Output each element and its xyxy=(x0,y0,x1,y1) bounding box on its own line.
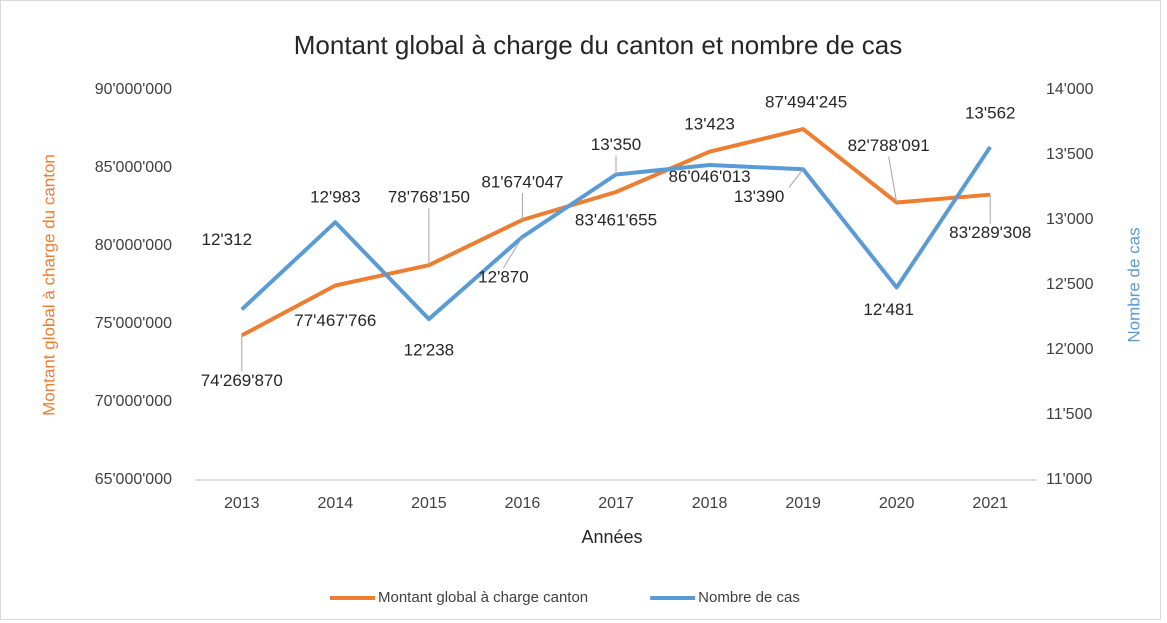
y2-axis-label: Nombre de cas xyxy=(1124,227,1143,342)
leader-line xyxy=(888,156,898,203)
data-label: 81'674'047 xyxy=(481,172,563,191)
data-label: 12'238 xyxy=(404,341,455,360)
data-label: 12'312 xyxy=(202,230,253,249)
x-axis-label: Années xyxy=(581,527,642,547)
data-label: 86'046'013 xyxy=(668,167,750,186)
data-label: 78'768'150 xyxy=(388,188,470,207)
y-tick-label: 65'000'000 xyxy=(95,471,172,488)
x-tick-label: 2015 xyxy=(411,495,447,512)
y2-tick-label: 12'000 xyxy=(1046,341,1094,358)
y-tick-label: 85'000'000 xyxy=(95,159,172,176)
data-label: 13'390 xyxy=(734,187,785,206)
y2-tick-label: 11'000 xyxy=(1046,471,1092,488)
leader-line xyxy=(788,168,804,188)
leader-line xyxy=(503,236,523,269)
data-label: 77'467'766 xyxy=(294,311,376,330)
data-label: 82'788'091 xyxy=(848,136,930,155)
y-tick-label: 70'000'000 xyxy=(95,393,172,410)
x-tick-label: 2021 xyxy=(972,495,1008,512)
y2-tick-label: 13'500 xyxy=(1046,146,1094,163)
series-line xyxy=(240,127,991,338)
data-label: 87'494'245 xyxy=(765,93,847,112)
data-label: 12'870 xyxy=(478,267,529,286)
data-label: 12'983 xyxy=(310,188,361,207)
chart-title: Montant global à charge du canton et nom… xyxy=(294,30,903,60)
y2-tick-label: 13'000 xyxy=(1046,211,1094,228)
y-axis-label: Montant global à charge du canton xyxy=(39,154,58,416)
y-tick-label: 80'000'000 xyxy=(95,237,172,254)
x-tick-label: 2020 xyxy=(879,495,915,512)
x-tick-label: 2014 xyxy=(318,495,354,512)
y-tick-label: 75'000'000 xyxy=(95,315,172,332)
data-label: 83'289'308 xyxy=(949,223,1031,242)
data-label: 13'562 xyxy=(965,103,1016,122)
x-tick-label: 2018 xyxy=(692,495,728,512)
y2-tick-label: 14'000 xyxy=(1046,81,1094,98)
data-label: 83'461'655 xyxy=(575,210,657,229)
data-label: 13'350 xyxy=(591,135,642,154)
data-label: 12'481 xyxy=(863,300,914,319)
legend-label: Nombre de cas xyxy=(698,589,800,606)
x-tick-label: 2016 xyxy=(505,495,541,512)
y2-tick-label: 11'500 xyxy=(1046,406,1092,423)
x-tick-label: 2019 xyxy=(785,495,821,512)
y2-tick-label: 12'500 xyxy=(1046,276,1094,293)
data-label: 13'423 xyxy=(684,114,735,133)
data-label: 74'269'870 xyxy=(201,371,283,390)
x-tick-label: 2017 xyxy=(598,495,634,512)
y-tick-label: 90'000'000 xyxy=(95,81,172,98)
legend-label: Montant global à charge canton xyxy=(378,589,588,606)
x-tick-label: 2013 xyxy=(224,495,260,512)
